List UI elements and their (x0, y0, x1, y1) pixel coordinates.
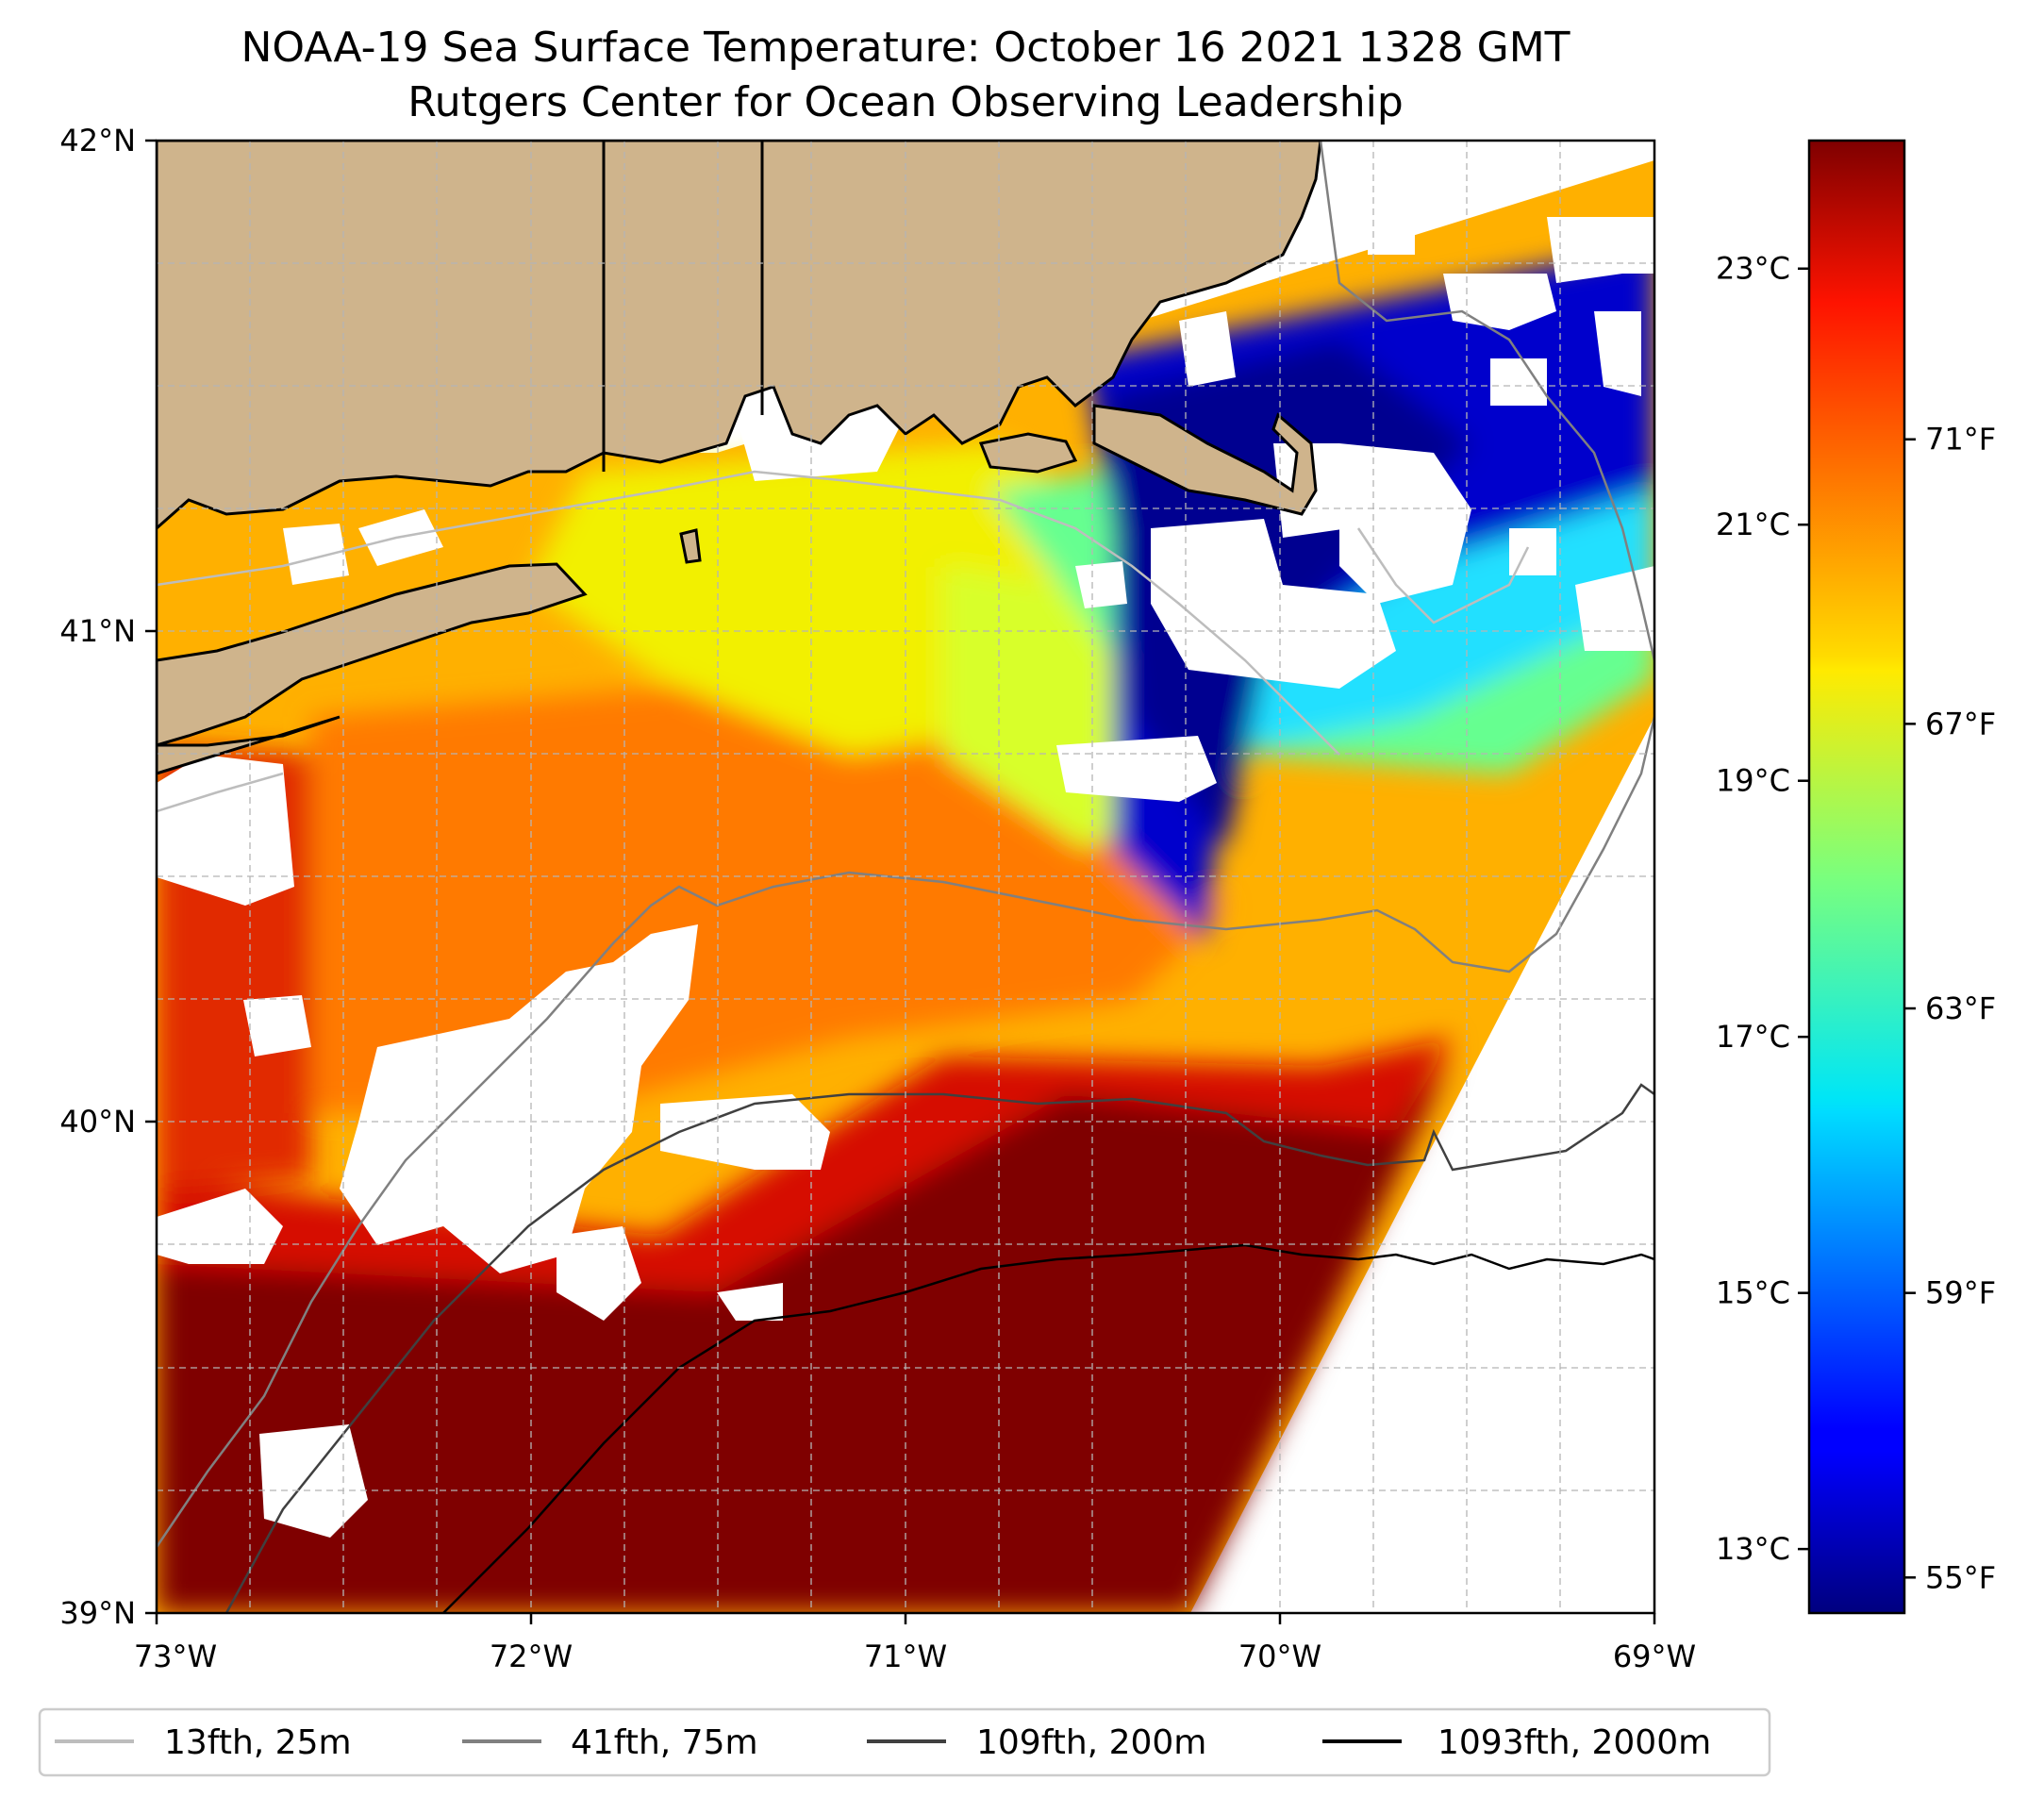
y-tick-label: 39°N (59, 1595, 136, 1631)
colorbar-celsius-tick-label: 21°C (1716, 507, 1790, 542)
legend-label-200m: 109fth, 200m (976, 1723, 1206, 1762)
land-mainland (157, 141, 1322, 531)
legend-label-75m: 41fth, 75m (571, 1723, 758, 1762)
cloud-mask (717, 1283, 783, 1321)
land-li-east (157, 715, 341, 775)
colorbar-fahrenheit-tick-label: 59°F (1925, 1275, 1996, 1311)
cloud-mask (243, 995, 311, 1057)
contour-200m (224, 1083, 1654, 1613)
x-tick-label: 70°W (1238, 1639, 1321, 1674)
colorbar-celsius-tick-label: 17°C (1716, 1019, 1790, 1055)
cloud-mask (1575, 566, 1654, 651)
colorbar-fahrenheit-tick-label: 55°F (1925, 1559, 1996, 1595)
contour-25m (157, 772, 284, 813)
chart-subtitle: Rutgers Center for Ocean Observing Leade… (407, 78, 1404, 126)
colorbar-celsius-ticks: 23°C 21°C 19°C 17°C 15°C 13°C (1716, 251, 1809, 1567)
legend: 13fth, 25m 41fth, 75m 109fth, 200m 1093f… (38, 1707, 1771, 1777)
x-axis (155, 1613, 1656, 1624)
legend-label-2000m: 1093fth, 2000m (1437, 1723, 1711, 1762)
cloud-masks (157, 141, 1654, 1538)
colorbar-fahrenheit-ticks: 71°F 67°F 63°F 59°F 55°F (1904, 422, 1996, 1595)
cloud-mask (1604, 217, 1654, 274)
colorbar-fahrenheit-tick-label: 67°F (1925, 706, 1996, 741)
landmass (157, 141, 1322, 775)
cloud-mask (259, 1424, 368, 1538)
colorbar-celsius-tick-label: 19°C (1716, 763, 1790, 799)
cloud-mask (1339, 443, 1471, 604)
cloud-mask (1075, 561, 1127, 608)
y-tick-label: 41°N (59, 613, 136, 649)
cloud-mask (340, 924, 698, 1273)
cloud-mask (283, 524, 349, 585)
cloud-mask (1056, 736, 1217, 802)
cloud-mask (1179, 311, 1236, 387)
y-tick-label: 42°N (59, 123, 136, 158)
chart-title: NOAA-19 Sea Surface Temperature: October… (241, 24, 1570, 72)
cloud-mask (1490, 358, 1547, 406)
contour-75m (157, 716, 1654, 1548)
x-tick-label: 73°W (134, 1639, 217, 1674)
land-block-island (679, 528, 702, 564)
x-tick-label: 72°W (490, 1639, 573, 1674)
y-axis (145, 139, 157, 1615)
contour-2000m (442, 1243, 1654, 1613)
x-tick-label: 69°W (1613, 1639, 1696, 1674)
legend-label-25m: 13fth, 25m (164, 1723, 352, 1762)
cloud-mask (557, 1226, 641, 1321)
contour-75m (1319, 141, 1654, 661)
land-marthas-vineyard (978, 432, 1078, 474)
cloud-mask (1339, 151, 1396, 198)
colorbar-celsius-tick-label: 13°C (1716, 1531, 1790, 1567)
colorbar-celsius-tick-label: 15°C (1716, 1275, 1790, 1311)
cloud-mask (157, 755, 294, 906)
contour-25m (1356, 527, 1530, 624)
colorbar (1807, 139, 1906, 1615)
colorbar-fahrenheit-tick-label: 63°F (1925, 990, 1996, 1026)
cloud-mask (660, 1094, 830, 1170)
land-long-island (157, 562, 588, 747)
colorbar-celsius-tick-label: 23°C (1716, 251, 1790, 287)
gridlines (157, 141, 1654, 1613)
x-tick-label: 71°W (864, 1639, 947, 1674)
cloud-mask (157, 1189, 283, 1264)
colorbar-fahrenheit-tick-label: 71°F (1925, 422, 1996, 458)
cloud-mask (1594, 311, 1641, 396)
cloud-mask (1151, 519, 1396, 689)
contour-25m (157, 470, 1340, 756)
y-tick-label: 40°N (59, 1104, 136, 1140)
sst-warm-south (157, 1057, 1453, 1613)
cloud-mask (1368, 217, 1415, 255)
land-capecod (1092, 404, 1318, 516)
sst-map (157, 141, 1654, 1613)
